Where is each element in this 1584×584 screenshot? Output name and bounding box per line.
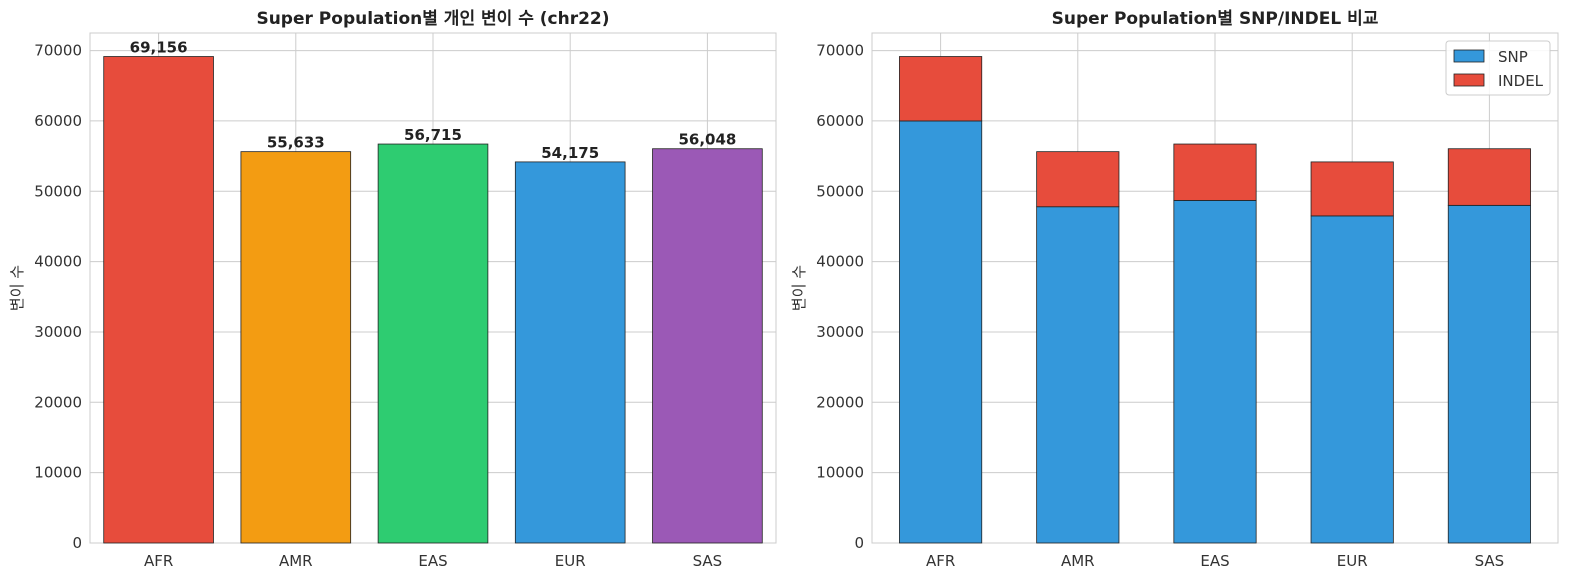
bar-eas [377, 143, 489, 544]
y-tick-label: 10000 [816, 464, 864, 482]
bar-eas-indel [1173, 143, 1257, 201]
y-tick-label: 60000 [816, 112, 864, 130]
data-label-afr: 69,156 [130, 39, 188, 57]
y-tick-label: 20000 [34, 393, 82, 411]
data-label-eas: 56,715 [404, 126, 462, 144]
bars-left [103, 56, 763, 544]
bar-eur-indel [1310, 161, 1394, 217]
x-tick-label: EUR [555, 552, 586, 570]
data-labels-left: 69,156 55,633 56,715 54,175 56,048 [130, 39, 737, 162]
y-tick-label: 10000 [34, 464, 82, 482]
y-tick-label: 50000 [816, 182, 864, 200]
y-ticks-left: 0 10000 20000 30000 40000 50000 60000 70000 [34, 42, 82, 552]
y-tick-label: 40000 [816, 253, 864, 271]
legend-label-indel: INDEL [1498, 72, 1544, 90]
chart-title-right: Super Population별 SNP/INDEL 비교 [1052, 9, 1379, 29]
x-tick-label: SAS [693, 552, 723, 570]
bar-sas-indel [1447, 148, 1531, 206]
y-tick-label: 60000 [34, 112, 82, 130]
bar-amr [240, 151, 352, 544]
y-tick-label: 70000 [816, 42, 864, 60]
data-label-sas: 56,048 [678, 131, 736, 149]
y-tick-label: 0 [72, 534, 82, 552]
bar-afr [103, 56, 214, 544]
bar-eur-snp [1310, 215, 1394, 544]
x-tick-label: EUR [1337, 552, 1368, 570]
x-tick-label: AFR [144, 552, 173, 570]
y-axis-label-left: 변이 수 [8, 265, 26, 311]
bar-amr-snp [1036, 206, 1120, 544]
legend-swatch-indel [1453, 73, 1485, 87]
y-tick-label: 50000 [34, 182, 82, 200]
x-tick-label: SAS [1475, 552, 1505, 570]
y-tick-label: 70000 [34, 42, 82, 60]
chart-right: 0 10000 20000 30000 40000 50000 60000 70000 AFR… [790, 9, 1559, 570]
y-tick-label: 30000 [816, 323, 864, 341]
bar-sas [652, 148, 763, 544]
data-label-eur: 54,175 [541, 144, 599, 162]
bar-sas-snp [1447, 204, 1531, 544]
legend-label-snp: SNP [1498, 48, 1528, 66]
legend: SNP INDEL [1445, 40, 1551, 96]
x-tick-label: EAS [1200, 552, 1229, 570]
x-tick-label: AFR [926, 552, 955, 570]
bar-amr-indel [1036, 151, 1120, 208]
x-tick-label: AMR [1061, 552, 1095, 570]
bar-eas-snp [1173, 200, 1257, 544]
legend-swatch-snp [1453, 49, 1485, 63]
bar-afr-snp [899, 120, 983, 544]
chart-title-left: Super Population별 개인 변이 수 (chr22) [256, 9, 609, 29]
bar-afr-indel [899, 56, 983, 122]
bar-eur [514, 161, 626, 544]
chart-left: 0 10000 20000 30000 40000 50000 60000 70000 AFR… [8, 9, 777, 570]
y-tick-label: 0 [854, 534, 864, 552]
bars-right [899, 56, 1531, 544]
data-label-amr: 55,633 [267, 134, 325, 152]
y-tick-label: 30000 [34, 323, 82, 341]
x-ticks-left: AFR AMR EAS EUR SAS [144, 552, 722, 570]
x-ticks-right: AFR AMR EAS EUR SAS [926, 552, 1504, 570]
x-tick-label: EAS [418, 552, 447, 570]
y-axis-label-right: 변이 수 [790, 265, 808, 311]
y-ticks-right: 0 10000 20000 30000 40000 50000 60000 70000 [816, 42, 864, 552]
y-tick-label: 20000 [816, 393, 864, 411]
y-tick-label: 40000 [34, 253, 82, 271]
x-tick-label: AMR [279, 552, 313, 570]
